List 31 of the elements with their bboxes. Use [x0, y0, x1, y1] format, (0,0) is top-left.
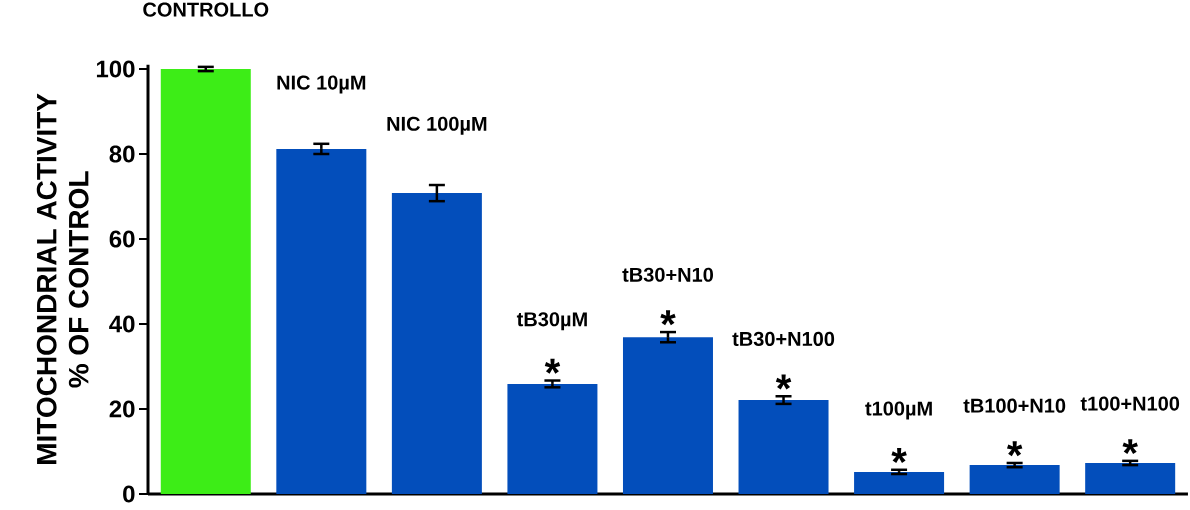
y-tick-label: 0: [123, 485, 135, 503]
annotation: *: [1006, 441, 1023, 457]
y-tick-label: 20: [109, 400, 135, 418]
x-tick-label: NIC 10µM: [277, 75, 366, 94]
bar: [160, 69, 251, 494]
y-tick-label: 100: [96, 60, 135, 78]
annotation: *: [775, 374, 792, 390]
x-tick-label: tB100+N10: [963, 398, 1066, 413]
x-tick-label: tB30µM: [516, 312, 587, 331]
annotation: *: [1122, 439, 1138, 455]
bar: [969, 465, 1060, 494]
y-tick-label: 40: [109, 315, 135, 333]
bar: [622, 337, 713, 494]
annotation: *: [891, 448, 907, 463]
bar: [276, 148, 367, 494]
y-tick-label: 80: [109, 145, 135, 163]
y-axis-title: MITOCHONDRIAL ACTIVITY % OF CONTROL: [36, 93, 89, 464]
y-tick-label: 60: [109, 230, 135, 248]
x-tick-label: CONTROLLO: [143, 2, 269, 17]
x-tick-label: t100+N100: [1080, 396, 1180, 411]
bar: [738, 400, 829, 494]
x-tick-label: tB30+N10: [622, 267, 713, 282]
annotation: *: [544, 358, 561, 374]
bar: [391, 193, 482, 494]
bar: [1085, 462, 1176, 494]
x-tick-label: tB30+N100: [732, 331, 835, 347]
x-tick-label: NIC 100µM: [387, 116, 487, 135]
bar: [507, 383, 598, 494]
annotation: *: [660, 310, 676, 326]
bar: [854, 471, 945, 494]
x-tick-label: t100µM: [865, 401, 932, 420]
